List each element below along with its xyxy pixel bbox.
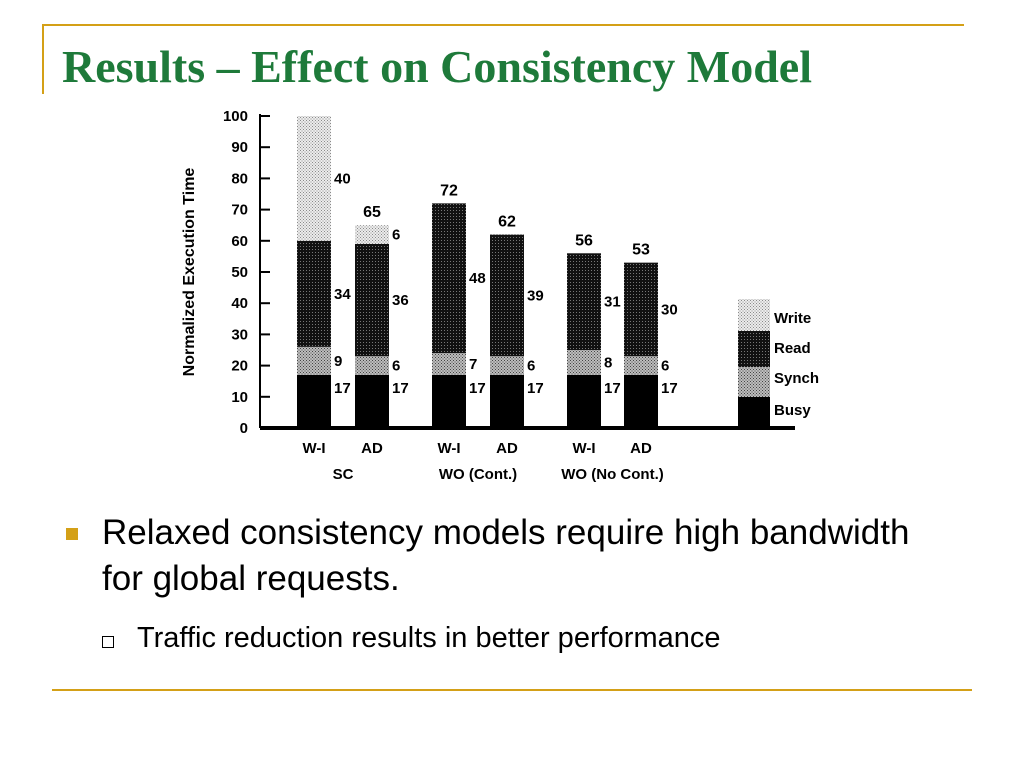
bar-total-label: 53 <box>632 242 650 259</box>
bar-segment-synch <box>355 356 389 375</box>
segment-value-label: 6 <box>661 358 669 375</box>
bar-segment-read <box>355 243 389 357</box>
legend-swatch-read <box>738 331 770 367</box>
sub-bullet-marker <box>102 636 114 648</box>
y-tick-label: 50 <box>231 264 248 281</box>
bar-segment-read <box>490 234 524 357</box>
bar-segment-write <box>355 225 389 244</box>
segment-value-label: 39 <box>527 287 544 304</box>
bullet-marker <box>66 528 78 540</box>
y-tick-label: 70 <box>231 202 248 219</box>
bar-segment-busy <box>490 374 524 428</box>
segment-value-label: 6 <box>392 358 400 375</box>
bar-segment-read <box>297 240 331 347</box>
bar-segment-busy <box>567 374 601 428</box>
segment-value-label: 34 <box>334 286 351 303</box>
bar-segment-busy <box>432 374 466 428</box>
segment-value-label: 9 <box>334 353 342 370</box>
y-tick-label: 0 <box>240 420 248 437</box>
legend-swatch-synch <box>738 367 770 397</box>
segment-value-label: 48 <box>469 270 486 287</box>
x-category-label: W-I <box>572 440 595 457</box>
segment-value-label: 17 <box>469 380 486 397</box>
x-category-label: AD <box>630 440 652 457</box>
bar-segment-busy <box>355 374 389 428</box>
y-tick-label: 100 <box>223 108 248 125</box>
y-tick-label: 80 <box>231 170 248 187</box>
legend-label: Synch <box>774 370 819 387</box>
segment-value-label: 17 <box>392 380 409 397</box>
segment-value-label: 31 <box>604 294 621 311</box>
bar-total-label: 56 <box>575 232 593 249</box>
y-tick-label: 60 <box>231 233 248 250</box>
bar-segment-read <box>567 253 601 350</box>
slide-title: Results – Effect on Consistency Model <box>62 41 812 92</box>
x-category-label: W-I <box>302 440 325 457</box>
segment-value-label: 17 <box>604 380 621 397</box>
bar-segment-synch <box>624 356 658 375</box>
legend-label: Busy <box>774 402 811 419</box>
stacked-bar-chart: 0 10 20 30 40 50 60 70 80 90 100 Normalized Executi… <box>181 108 819 483</box>
bar-segment-write <box>297 116 331 241</box>
bar-segment-busy <box>297 374 331 428</box>
bar-segment-read <box>432 203 466 354</box>
bar-segment-synch <box>432 353 466 375</box>
segment-value-label: 7 <box>469 356 477 373</box>
x-category-label: W-I <box>437 440 460 457</box>
y-axis-title: Normalized Execution Time <box>181 168 198 377</box>
x-group-label: WO (No Cont.) <box>561 466 663 483</box>
bar-segment-busy <box>624 374 658 428</box>
bar-total-label: 72 <box>440 182 458 199</box>
segment-value-label: 6 <box>527 358 535 375</box>
segment-value-label: 17 <box>661 380 678 397</box>
legend-label: Read <box>774 340 811 357</box>
top-rule <box>42 24 964 26</box>
sub-bullet-text: Traffic reduction results in better perf… <box>137 622 721 654</box>
y-tick-label: 90 <box>231 139 248 156</box>
bar-total-label: 62 <box>498 214 516 231</box>
bar-segment-synch <box>490 356 524 375</box>
bar-total-label: 65 <box>363 204 381 221</box>
bar-segment-synch <box>297 346 331 375</box>
left-rule <box>42 24 44 94</box>
bar-segment-synch <box>567 350 601 375</box>
segment-value-label: 36 <box>392 292 409 309</box>
y-tick-label: 10 <box>231 389 248 406</box>
bar-segment-read <box>624 262 658 357</box>
segment-value-label: 40 <box>334 170 351 187</box>
x-category-label: AD <box>361 440 383 457</box>
bottom-rule <box>52 689 972 691</box>
x-group-label: WO (Cont.) <box>439 466 517 483</box>
legend-label: Write <box>774 310 811 327</box>
legend-swatch-write <box>738 299 770 331</box>
segment-value-label: 17 <box>334 380 351 397</box>
x-category-label: AD <box>496 440 518 457</box>
segment-value-label: 6 <box>392 227 400 244</box>
legend-swatch-busy <box>738 397 770 430</box>
x-group-label: SC <box>333 466 354 483</box>
bullet-text: Relaxed consistency models require high … <box>102 513 910 598</box>
segment-value-label: 8 <box>604 354 612 371</box>
segment-value-label: 17 <box>527 380 544 397</box>
segment-value-label: 30 <box>661 301 678 318</box>
y-tick-label: 30 <box>231 326 248 343</box>
y-tick-label: 20 <box>231 358 248 375</box>
y-tick-label: 40 <box>231 295 248 312</box>
